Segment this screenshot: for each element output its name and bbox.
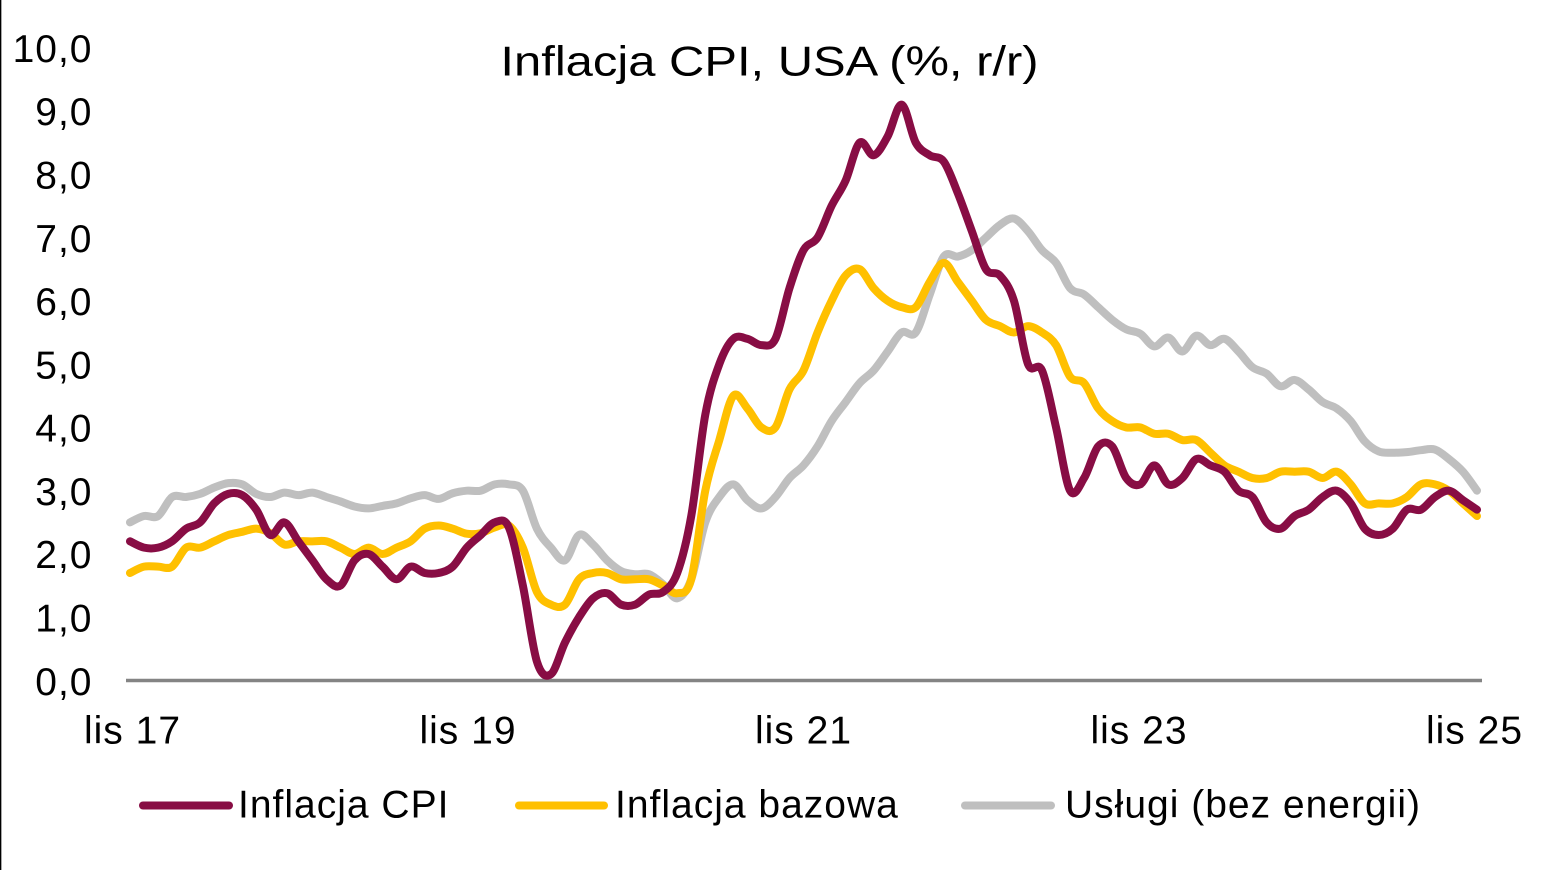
svg-text:0,0: 0,0 [35,661,92,704]
svg-text:Inflacja CPI: Inflacja CPI [238,783,449,826]
svg-text:5,0: 5,0 [35,344,92,387]
svg-text:9,0: 9,0 [35,91,92,134]
svg-text:8,0: 8,0 [35,155,92,198]
svg-text:lis 23: lis 23 [1090,710,1187,753]
svg-text:Inflacja CPI, USA (%, r/r): Inflacja CPI, USA (%, r/r) [500,38,1038,85]
svg-text:lis 17: lis 17 [84,710,181,753]
svg-text:4,0: 4,0 [35,408,92,451]
svg-text:6,0: 6,0 [35,281,92,324]
svg-text:10,0: 10,0 [13,28,93,71]
svg-text:lis 19: lis 19 [419,710,516,753]
svg-text:Inflacja bazowa: Inflacja bazowa [615,783,899,826]
svg-text:2,0: 2,0 [35,534,92,577]
svg-text:3,0: 3,0 [35,471,92,514]
svg-text:lis 21: lis 21 [755,710,852,753]
svg-text:lis 25: lis 25 [1426,710,1523,753]
svg-text:7,0: 7,0 [35,218,92,261]
svg-text:Usługi (bez energii): Usługi (bez energii) [1065,783,1421,826]
svg-text:1,0: 1,0 [35,598,92,641]
